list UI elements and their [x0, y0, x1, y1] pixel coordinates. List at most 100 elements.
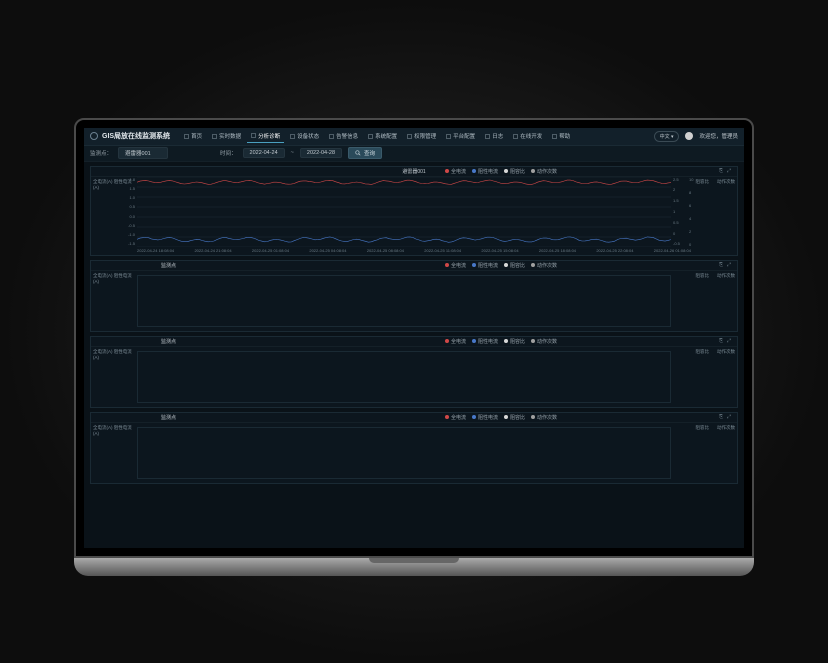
legend-label: 阻性电流: [478, 338, 498, 345]
panel-title: 监测点: [161, 262, 176, 269]
legend-label: 全电流: [451, 168, 466, 175]
legend-dot-icon: [445, 415, 449, 419]
legend-label: 动作次数: [537, 414, 557, 421]
nav-item-pulse[interactable]: 实时数据: [208, 130, 245, 142]
panel-tools: ⎘⤢: [719, 338, 731, 344]
y-axis-left-label: 全电流(A) 阻性电流(A): [91, 271, 137, 331]
nav-item-home[interactable]: 首页: [180, 130, 206, 142]
main-nav: 首页 实时数据分析诊断设备状态 告警信息系统配置权限管理 平台配置 日志 在线开发帮助: [180, 130, 650, 143]
legend-dot-icon: [504, 339, 508, 343]
nav-item-chart[interactable]: 分析诊断: [247, 130, 284, 143]
legend-item[interactable]: 动作次数: [531, 262, 557, 269]
legend-item[interactable]: 全电流: [445, 262, 466, 269]
welcome-text: 欢迎您，管理员: [699, 132, 738, 140]
legend-label: 阻容比: [510, 168, 525, 175]
legend-item[interactable]: 阻性电流: [472, 168, 498, 175]
home-icon: [184, 134, 189, 139]
help-icon: [552, 134, 557, 139]
nav-item-device[interactable]: 设备状态: [286, 130, 323, 142]
legend-item[interactable]: 动作次数: [531, 168, 557, 175]
legend-label: 阻容比: [510, 262, 525, 269]
language-selector[interactable]: 中文 ▾: [654, 131, 680, 142]
nav-item-shield[interactable]: 权限管理: [403, 130, 440, 142]
legend-item[interactable]: 全电流: [445, 414, 466, 421]
filter-toolbar: 监测点： 避雷器001 时间： 2022-04-24 ~ 2022-04-28 …: [84, 146, 744, 162]
legend-item[interactable]: 阻容比: [504, 414, 525, 421]
date-from-input[interactable]: 2022-04-24: [243, 148, 285, 158]
line-chart: [137, 177, 671, 247]
nav-item-code[interactable]: 在线开发: [509, 130, 546, 142]
nav-label: 实时数据: [219, 132, 241, 140]
shield-icon: [407, 134, 412, 139]
nav-item-log[interactable]: 日志: [481, 130, 507, 142]
legend-item[interactable]: 阻容比: [504, 338, 525, 345]
chart-panel: 监测点全电流阻性电流阻容比动作次数⎘⤢全电流(A) 阻性电流(A)阻容比动作次数: [90, 336, 738, 408]
legend-dot-icon: [531, 339, 535, 343]
nav-item-cog[interactable]: 平台配置: [442, 130, 479, 142]
expand-icon[interactable]: ⤢: [727, 338, 731, 344]
expand-icon[interactable]: ⤢: [727, 414, 731, 420]
nav-label: 日志: [492, 132, 503, 140]
nav-label: 在线开发: [520, 132, 542, 140]
legend-label: 动作次数: [537, 262, 557, 269]
legend-item[interactable]: 全电流: [445, 338, 466, 345]
panel-title: 避雷器001: [402, 168, 425, 175]
panel-tools: ⎘⤢: [719, 414, 731, 420]
panel-tools: ⎘⤢: [719, 262, 731, 268]
legend-item[interactable]: 动作次数: [531, 338, 557, 345]
chart-legend: 全电流 阻性电流 阻容比动作次数: [445, 338, 557, 345]
legend-item[interactable]: 动作次数: [531, 414, 557, 421]
expand-icon[interactable]: ⤢: [727, 168, 731, 174]
legend-item[interactable]: 阻性电流: [472, 338, 498, 345]
y-axis-right2-label: 动作次数: [711, 423, 737, 483]
legend-item[interactable]: 阻容比: [504, 262, 525, 269]
x-axis-ticks: 2022-04-24 18:08:042022-04-24 21:08:0420…: [91, 247, 737, 255]
log-icon: [485, 134, 490, 139]
nav-item-sliders[interactable]: 系统配置: [364, 130, 401, 142]
legend-item[interactable]: 阻性电流: [472, 414, 498, 421]
legend-dot-icon: [504, 263, 508, 267]
y-axis-right1-label: 阻容比: [671, 347, 711, 407]
y-axis-left-label: 全电流(A) 阻性电流(A): [91, 423, 137, 483]
y-axis-right2-label: 动作次数: [711, 177, 737, 247]
nav-label: 平台配置: [453, 132, 475, 140]
app-title: GIS局放在线监测系统: [102, 131, 170, 141]
avatar[interactable]: [685, 132, 693, 140]
chart-area[interactable]: 1.81.51.00.50.0-0.5-1.0-1.52.521.510.50-…: [137, 177, 671, 247]
save-icon[interactable]: ⎘: [719, 414, 723, 420]
y-ticks-right2: 1086420: [689, 177, 701, 247]
date-to-input[interactable]: 2022-04-28: [300, 148, 342, 158]
legend-dot-icon: [472, 339, 476, 343]
legend-label: 阻性电流: [478, 262, 498, 269]
legend-label: 阻容比: [510, 414, 525, 421]
laptop-base: [74, 558, 754, 576]
legend-label: 动作次数: [537, 168, 557, 175]
chart-legend: 全电流 阻性电流 阻容比 动作次数: [445, 262, 557, 269]
legend-item[interactable]: 全电流: [445, 168, 466, 175]
y-axis-right1-label: 阻容比: [671, 423, 711, 483]
y-axis-right1-label: 阻容比: [671, 271, 711, 331]
point-select[interactable]: 避雷器001: [118, 147, 168, 159]
save-icon[interactable]: ⎘: [719, 338, 723, 344]
query-button[interactable]: 查询: [348, 147, 382, 159]
chart-panel: 监测点全电流阻性电流阻容比动作次数⎘⤢全电流(A) 阻性电流(A)阻容比动作次数: [90, 260, 738, 332]
expand-icon[interactable]: ⤢: [727, 262, 731, 268]
nav-label: 告警信息: [336, 132, 358, 140]
legend-label: 阻性电流: [478, 414, 498, 421]
legend-dot-icon: [531, 169, 535, 173]
save-icon[interactable]: ⎘: [719, 168, 723, 174]
empty-chart-box: [137, 427, 671, 479]
save-icon[interactable]: ⎘: [719, 262, 723, 268]
legend-label: 全电流: [451, 414, 466, 421]
legend-item[interactable]: 阻性电流: [472, 262, 498, 269]
time-label: 时间：: [220, 149, 237, 157]
legend-dot-icon: [472, 263, 476, 267]
nav-label: 首页: [191, 132, 202, 140]
chart-area-empty: [137, 423, 671, 483]
legend-item[interactable]: 阻容比: [504, 168, 525, 175]
legend-dot-icon: [472, 415, 476, 419]
legend-label: 阻容比: [510, 338, 525, 345]
nav-item-help[interactable]: 帮助: [548, 130, 574, 142]
search-icon: [355, 150, 361, 156]
nav-item-bell[interactable]: 告警信息: [325, 130, 362, 142]
